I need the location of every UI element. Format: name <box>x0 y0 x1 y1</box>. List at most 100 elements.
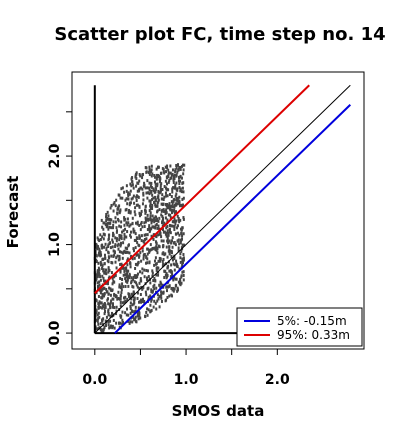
scatter-point <box>159 280 162 284</box>
scatter-point <box>115 312 118 316</box>
scatter-point <box>96 319 99 323</box>
scatter-point <box>112 209 115 213</box>
scatter-point <box>158 283 161 287</box>
scatter-point <box>129 301 132 305</box>
scatter-point <box>169 213 172 217</box>
scatter-point <box>143 224 146 228</box>
scatter-point <box>99 288 102 292</box>
scatter-point <box>173 224 176 228</box>
scatter-point <box>138 205 141 209</box>
scatter-point <box>109 287 112 291</box>
scatter-point <box>180 231 183 235</box>
scatter-point <box>182 232 185 236</box>
scatter-point <box>162 251 165 255</box>
scatter-point <box>167 213 170 217</box>
scatter-point <box>149 211 152 215</box>
scatter-point <box>143 183 146 187</box>
scatter-point <box>118 285 121 289</box>
scatter-point <box>163 263 166 267</box>
scatter-point <box>125 184 128 188</box>
scatter-point <box>133 238 136 242</box>
scatter-point <box>124 246 127 250</box>
scatter-point <box>119 286 122 290</box>
scatter-point <box>150 181 153 185</box>
scatter-point <box>102 237 105 241</box>
scatter-point <box>141 271 144 275</box>
scatter-point <box>102 221 105 225</box>
scatter-point <box>121 322 124 326</box>
scatter-point <box>165 194 168 198</box>
scatter-point <box>146 186 149 190</box>
scatter-point <box>115 266 118 270</box>
scatter-point <box>180 246 183 250</box>
scatter-point <box>176 263 179 267</box>
scatter-point <box>118 204 121 208</box>
scatter-point <box>135 239 138 243</box>
scatter-point <box>120 237 123 241</box>
scatter-point <box>155 307 158 311</box>
scatter-point <box>101 293 104 297</box>
scatter-point <box>156 204 159 208</box>
scatter-point <box>155 235 158 239</box>
scatter-point <box>163 269 166 273</box>
scatter-point <box>105 219 108 223</box>
scatter-point <box>144 290 147 294</box>
legend-entry-label: 95%: 0.33m <box>277 328 350 342</box>
scatter-point <box>105 212 108 216</box>
scatter-point <box>109 218 112 222</box>
scatter-point <box>175 202 178 206</box>
scatter-point <box>102 269 105 273</box>
scatter-point <box>156 293 159 297</box>
scatter-point <box>162 239 165 243</box>
scatter-point <box>150 221 153 225</box>
scatter-point <box>149 170 152 174</box>
scatter-point <box>163 185 166 189</box>
scatter-point <box>137 261 140 265</box>
scatter-point <box>178 182 181 186</box>
scatter-point <box>147 308 150 312</box>
scatter-point <box>104 279 107 283</box>
scatter-point <box>165 245 168 249</box>
scatter-point <box>136 241 139 245</box>
scatter-point <box>97 305 100 309</box>
scatter-point <box>140 212 143 216</box>
scatter-point <box>107 310 110 314</box>
scatter-point <box>98 273 101 277</box>
scatter-point <box>134 246 137 250</box>
scatter-point <box>136 222 139 226</box>
scatter-point <box>132 278 135 282</box>
scatter-point <box>126 217 129 221</box>
scatter-point <box>168 192 171 196</box>
scatter-point <box>119 241 122 245</box>
scatter-point <box>100 218 103 222</box>
scatter-point <box>164 191 167 195</box>
scatter-point <box>176 163 179 167</box>
scatter-point <box>164 216 167 220</box>
scatter-point <box>150 185 153 189</box>
scatter-point <box>127 292 130 296</box>
scatter-point <box>154 182 157 186</box>
scatter-point <box>172 286 175 290</box>
scatter-point <box>148 224 151 228</box>
scatter-point <box>177 231 180 235</box>
scatter-point <box>170 174 173 178</box>
scatter-point <box>148 172 151 176</box>
scatter-point <box>132 285 135 289</box>
scatter-point <box>154 197 157 201</box>
scatter-point <box>181 226 184 230</box>
scatter-point <box>148 181 151 185</box>
scatter-point <box>141 225 144 229</box>
scatter-point <box>161 193 164 197</box>
scatter-point <box>177 217 180 221</box>
scatter-point <box>96 236 99 240</box>
scatter-point <box>162 257 165 261</box>
scatter-point <box>146 233 149 237</box>
scatter-point <box>128 192 131 196</box>
scatter-point <box>118 297 121 301</box>
scatter-point <box>97 311 100 315</box>
scatter-point <box>146 257 149 261</box>
scatter-point <box>101 235 104 239</box>
scatter-point <box>108 256 111 260</box>
scatter-point <box>157 165 160 169</box>
